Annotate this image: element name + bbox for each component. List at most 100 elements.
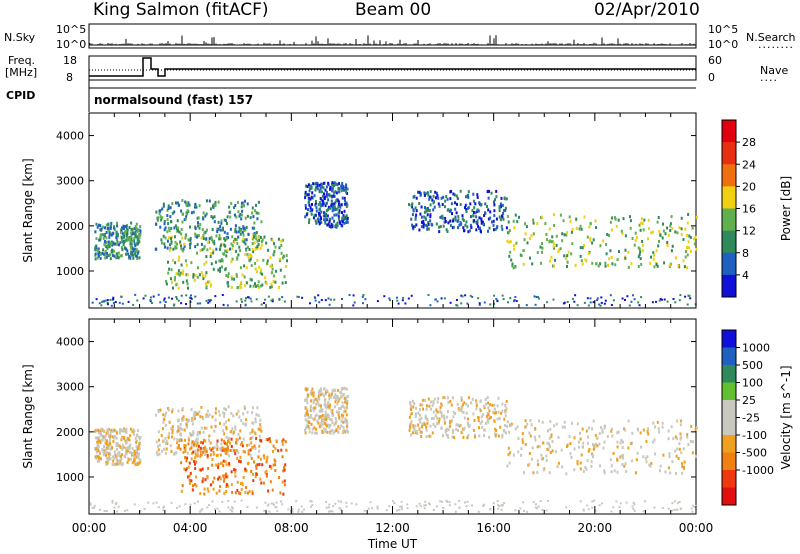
data-cell (591, 241, 594, 245)
data-cell (598, 303, 601, 306)
data-cell (335, 199, 338, 202)
data-cell (278, 246, 281, 250)
data-cell (456, 197, 459, 200)
data-cell (566, 254, 569, 258)
data-cell (321, 199, 324, 203)
data-cell (563, 425, 566, 429)
data-cell (130, 250, 133, 254)
data-cell (192, 210, 195, 214)
data-cell (454, 510, 457, 513)
data-cell (591, 443, 594, 446)
colorbar-tick-label: -1000 (742, 464, 774, 477)
data-cell (201, 508, 204, 511)
data-cell (304, 414, 307, 418)
data-cell (183, 244, 186, 248)
data-cell (261, 272, 264, 276)
data-cell (462, 403, 464, 407)
data-cell (334, 190, 337, 194)
data-cell (171, 202, 174, 206)
data-cell (324, 422, 327, 425)
data-cell (502, 212, 505, 215)
data-cell (477, 419, 480, 423)
data-cell (96, 249, 99, 253)
data-cell (184, 438, 186, 442)
data-cell (524, 419, 527, 423)
data-cell (123, 510, 126, 512)
data-cell (103, 243, 106, 247)
data-cell (643, 500, 646, 503)
data-cell (690, 507, 693, 510)
data-cell (456, 299, 458, 301)
data-cell (586, 235, 589, 239)
data-cell (420, 215, 423, 219)
data-cell (503, 209, 505, 212)
data-cell (518, 215, 520, 219)
data-cell (664, 232, 667, 236)
nsearch-tick-bottom: 10^0 (708, 38, 739, 51)
data-cell (680, 232, 683, 236)
data-cell (441, 216, 444, 220)
data-cell (321, 416, 324, 420)
data-cell (598, 504, 601, 507)
colorbar-segment (722, 400, 736, 418)
data-cell (105, 231, 108, 234)
data-cell (320, 424, 323, 428)
data-cell (123, 429, 126, 433)
data-cell (691, 510, 694, 513)
data-cell (169, 215, 172, 219)
data-cell (658, 430, 661, 434)
data-cell (396, 299, 399, 302)
data-cell (222, 228, 224, 232)
data-cell (263, 235, 266, 239)
data-cell (507, 446, 510, 450)
data-cell (542, 468, 545, 472)
data-cell (189, 238, 192, 242)
data-cell (501, 402, 504, 406)
data-cell (536, 471, 539, 475)
data-cell (418, 202, 421, 205)
data-cell (256, 245, 259, 249)
data-cell (510, 258, 513, 262)
data-cell (428, 209, 431, 212)
data-cell (229, 441, 232, 445)
data-cell (220, 461, 223, 465)
data-cell (555, 234, 558, 238)
data-cell (686, 433, 689, 437)
data-cell (244, 299, 247, 302)
data-cell (465, 505, 468, 508)
data-cell (215, 463, 218, 467)
data-cell (265, 469, 268, 473)
data-cell (406, 507, 409, 510)
data-cell (502, 298, 505, 301)
data-cell (467, 417, 469, 421)
data-cell (128, 255, 131, 259)
data-cell (312, 399, 315, 403)
data-cell (102, 453, 105, 457)
data-cell (429, 304, 432, 307)
data-cell (96, 256, 99, 260)
data-cell (342, 429, 344, 433)
data-cell (451, 226, 454, 230)
freq-tick-bottom: 8 (66, 71, 73, 84)
data-cell (225, 254, 228, 258)
colorbar-segment (722, 274, 736, 298)
data-cell (563, 420, 566, 424)
data-cell (131, 247, 134, 251)
data-cell (253, 226, 256, 230)
data-cell (329, 431, 332, 435)
data-cell (132, 249, 135, 253)
data-cell (221, 265, 223, 269)
data-cell (425, 209, 428, 213)
data-cell (225, 485, 228, 488)
data-cell (429, 213, 432, 217)
data-cell (342, 214, 345, 218)
data-cell (315, 201, 317, 205)
data-cell (196, 302, 199, 305)
data-cell (91, 301, 94, 304)
data-cell (508, 229, 511, 233)
data-cell (621, 297, 624, 300)
data-cell (194, 467, 197, 470)
data-cell (230, 470, 233, 474)
data-cell (608, 257, 611, 261)
data-cell (245, 418, 248, 422)
